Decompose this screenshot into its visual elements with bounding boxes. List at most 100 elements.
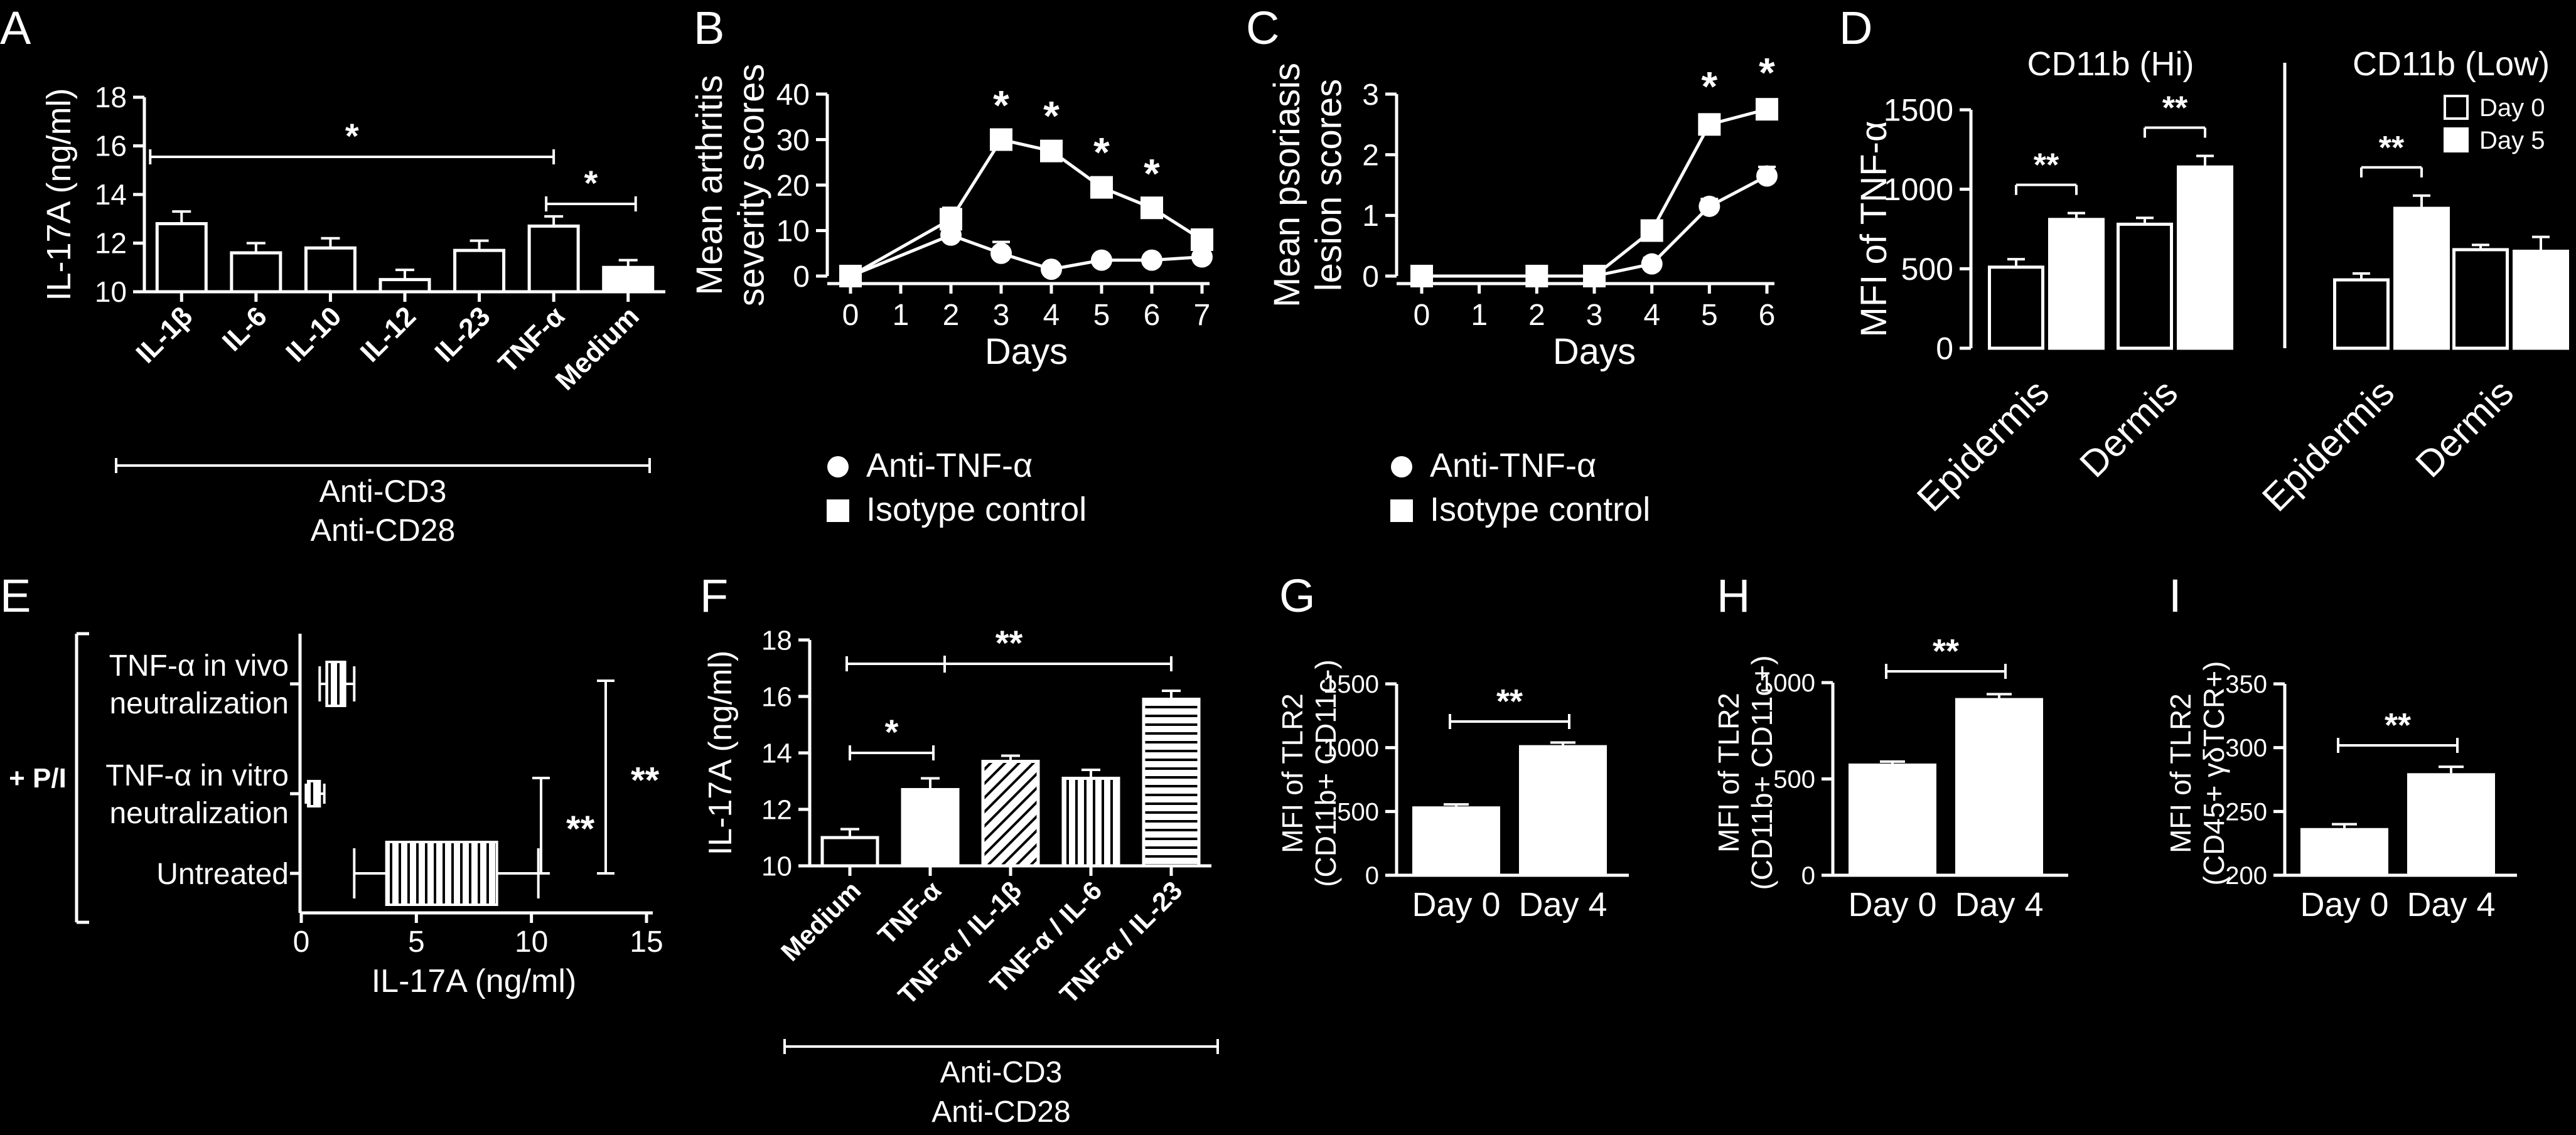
y-tick-label-a-1: 12 xyxy=(95,227,127,260)
y-tick-label-d-0: 0 xyxy=(1936,331,1953,366)
series-line-c-0 xyxy=(1422,174,1768,278)
y-tick-label-g-2: 1000 xyxy=(1323,735,1379,762)
y-axis-label-f: IL-17A (ng/ml) xyxy=(702,651,739,856)
bar-g-0 xyxy=(1412,806,1500,875)
y-tick-label-c-3: 3 xyxy=(1362,78,1379,112)
bar-h-1 xyxy=(1955,698,2043,875)
sig-h-0-label: ** xyxy=(1933,632,1959,670)
bar-a-3 xyxy=(378,278,431,294)
point-c-0-3 xyxy=(1641,253,1663,275)
y-tick-label-b-3: 30 xyxy=(776,124,810,157)
category-label-e-2-0: Untreated xyxy=(156,858,289,891)
section-title-d-0: CD11b (Hi) xyxy=(2027,45,2194,83)
bar-f-4 xyxy=(1142,698,1201,868)
bar-d-3-1 xyxy=(2513,249,2569,350)
bar-a-4 xyxy=(453,248,506,294)
x-axis-label-b: Days xyxy=(985,331,1068,372)
point-c-1-5 xyxy=(1756,98,1778,121)
bar-h-0 xyxy=(1849,763,1936,875)
y-tick-label-g-0: 0 xyxy=(1365,862,1379,890)
sig-d-2-label: ** xyxy=(2379,130,2405,166)
y-tick-label-a-3: 16 xyxy=(95,130,127,163)
panel-letter-h: H xyxy=(1717,570,1750,622)
sig-f-0-label: * xyxy=(885,712,899,752)
bar-d-1-1 xyxy=(2177,165,2233,350)
panel-letter-f: F xyxy=(700,570,728,622)
bar-i-0 xyxy=(2300,828,2388,875)
x-tick-label-i-0: Day 0 xyxy=(2300,886,2388,924)
x-tick-label-f-0: Medium xyxy=(775,875,866,966)
point-c-1-3 xyxy=(1640,219,1663,242)
panel-letter-b: B xyxy=(694,2,724,54)
y-tick-label-h-2: 1000 xyxy=(1759,669,1815,697)
y-tick-label-b-2: 20 xyxy=(776,169,810,203)
panel-letter-e: E xyxy=(0,570,31,622)
x-tick-label-b-7: 7 xyxy=(1194,299,1211,332)
y-tick-label-f-4: 18 xyxy=(761,625,792,656)
y-axis-label-i-1: (CD45+ γδTCR+) xyxy=(2198,661,2230,886)
group-label-f-0: Anti-CD3 xyxy=(940,1056,1063,1089)
bar-g-1 xyxy=(1519,745,1607,875)
y-axis-label-i-0: MFI of TLR2 xyxy=(2164,693,2197,853)
bar-f-3 xyxy=(1061,777,1120,868)
panel-letter-c: C xyxy=(1246,2,1279,54)
y-tick-label-d-2: 1000 xyxy=(1884,172,1953,207)
sig-i-0-label: ** xyxy=(2385,706,2411,744)
section-title-d-1: CD11b (Low) xyxy=(2353,45,2550,83)
y-tick-label-f-3: 16 xyxy=(761,681,792,712)
bar-f-0 xyxy=(820,836,879,868)
y-axis-label-g-0: MFI of TLR2 xyxy=(1276,693,1309,853)
sig-a-1-label: * xyxy=(584,163,598,203)
legend-label-d-1: Day 5 xyxy=(2479,127,2545,154)
x-tick-label-b-2: 2 xyxy=(943,299,960,332)
category-label-e-0-0: TNF-α in vivo xyxy=(109,649,289,683)
point-b-0-6 xyxy=(1191,246,1213,268)
point-b-1-6 xyxy=(1191,228,1213,251)
y-axis-label-c-0: Mean psoriasis xyxy=(1267,63,1307,307)
x-axis-label-c: Days xyxy=(1553,331,1636,372)
point-b-1-3 xyxy=(1040,139,1063,163)
x-tick-label-d-1: Dermis xyxy=(2071,371,2186,486)
sig-e-1-label: ** xyxy=(631,760,660,801)
x-tick-label-g-1: Day 4 xyxy=(1518,886,1607,924)
x-tick-label-h-1: Day 4 xyxy=(1955,886,2043,924)
y-axis-label-b-0: Mean arthritis xyxy=(689,75,730,295)
legend-marker-c-1 xyxy=(1390,499,1413,522)
bar-d-3-0 xyxy=(2452,248,2509,350)
x-tick-label-c-6: 6 xyxy=(1759,299,1776,332)
bar-a-2 xyxy=(304,246,357,294)
group-label-a-0: Anti-CD3 xyxy=(319,474,447,509)
y-axis-label-g-1: (CD11b+ CD11c-) xyxy=(1309,659,1342,887)
bar-a-5 xyxy=(527,224,580,294)
x-tick-label-b-5: 5 xyxy=(1093,299,1110,332)
annotation-b-0: * xyxy=(993,82,1009,129)
category-label-e-1-1: neutralization xyxy=(109,797,289,830)
point-c-0-4 xyxy=(1699,195,1720,217)
box-e-0 xyxy=(325,661,346,707)
point-c-1-1 xyxy=(1525,265,1548,287)
y-tick-label-i-1: 250 xyxy=(2225,798,2267,826)
x-tick-label-d-0: Epidermis xyxy=(1909,371,2057,520)
x-tick-label-h-0: Day 0 xyxy=(1848,886,1936,924)
y-tick-label-i-2: 300 xyxy=(2225,735,2267,762)
y-tick-label-b-0: 0 xyxy=(793,260,810,294)
y-axis-label-a: IL-17A (ng/ml) xyxy=(40,88,78,301)
y-axis-label-h-1: (CD11b+ CD11c+) xyxy=(1746,655,1778,890)
x-tick-label-b-0: 0 xyxy=(842,299,859,332)
y-axis-label-c-1: lesion scores xyxy=(1309,79,1350,291)
panel-letter-i: I xyxy=(2169,570,2182,622)
y-tick-label-a-0: 10 xyxy=(95,275,127,308)
bar-f-2 xyxy=(981,760,1040,868)
legend-marker-d-0 xyxy=(2444,95,2469,120)
y-axis-label-d: MFI of TNF-α xyxy=(1854,121,1894,338)
y-tick-label-a-4: 18 xyxy=(95,81,127,114)
point-c-1-4 xyxy=(1698,113,1721,136)
point-b-0-2 xyxy=(990,242,1012,264)
annotation-b-1: * xyxy=(1043,92,1060,139)
y-tick-label-h-0: 0 xyxy=(1801,862,1815,890)
group-label-f-1: Anti-CD28 xyxy=(931,1095,1070,1129)
y-axis-label-h-0: MFI of TLR2 xyxy=(1712,693,1745,853)
y-tick-label-b-1: 10 xyxy=(776,215,810,248)
x-axis-label-e: IL-17A (ng/ml) xyxy=(372,963,577,999)
